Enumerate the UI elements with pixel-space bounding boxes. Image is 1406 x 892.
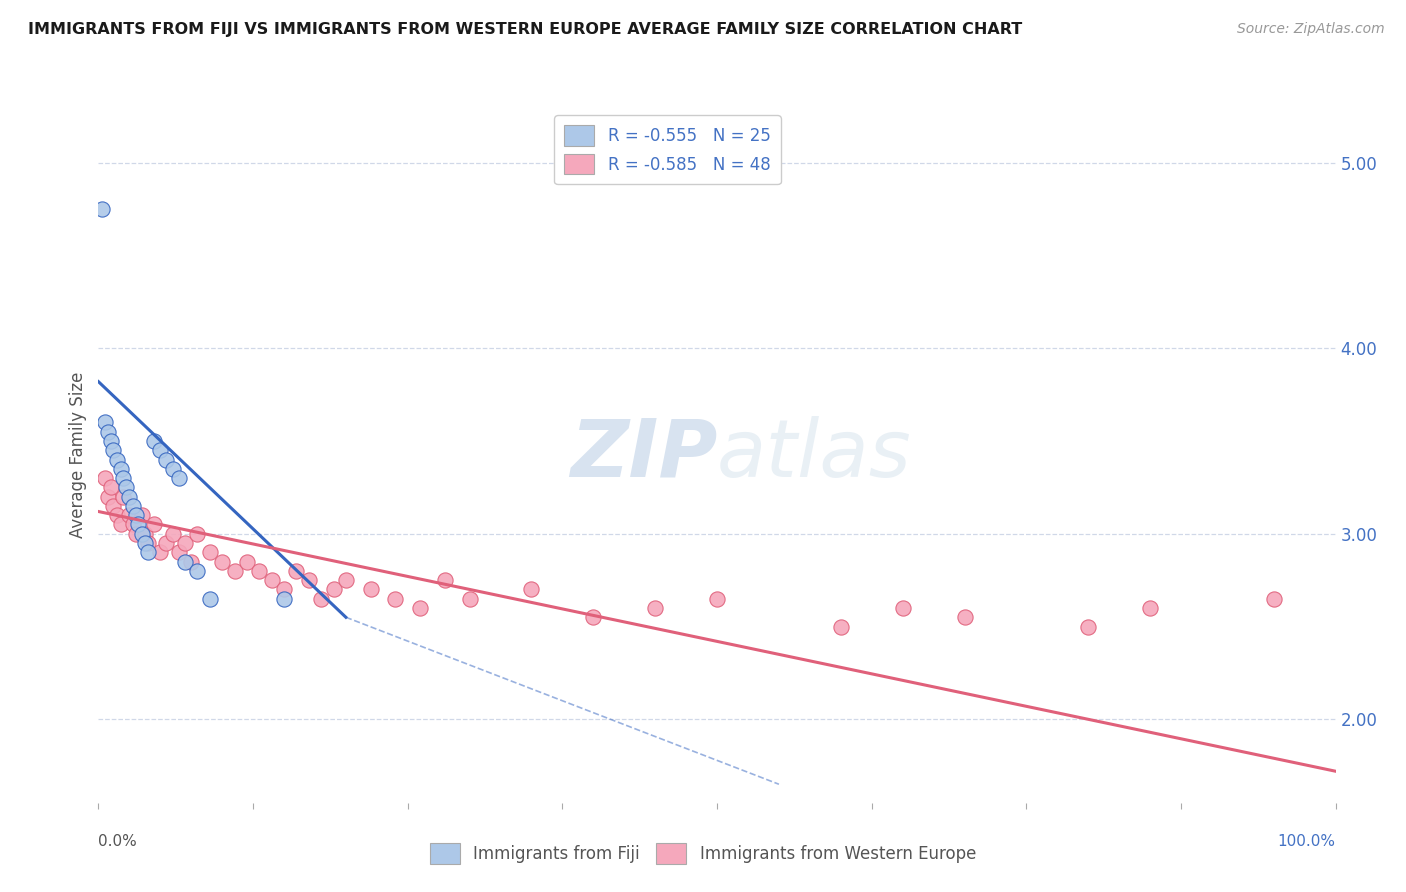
- Point: [105, 508, 128, 523]
- Point: [114, 480, 136, 494]
- Text: atlas: atlas: [717, 416, 912, 494]
- Point: [131, 526, 153, 541]
- Point: [309, 591, 332, 606]
- Y-axis label: Average Family Size: Average Family Size: [69, 372, 87, 538]
- Point: [110, 462, 132, 476]
- Point: [273, 591, 295, 606]
- Point: [91, 202, 114, 216]
- Point: [122, 517, 145, 532]
- Point: [155, 452, 177, 467]
- Point: [706, 591, 728, 606]
- Point: [198, 545, 221, 559]
- Point: [830, 619, 852, 633]
- Point: [273, 582, 295, 597]
- Point: [118, 508, 141, 523]
- Point: [186, 526, 208, 541]
- Text: 100.0%: 100.0%: [1278, 834, 1336, 849]
- Point: [384, 591, 406, 606]
- Point: [122, 499, 145, 513]
- Point: [247, 564, 270, 578]
- Point: [162, 526, 184, 541]
- Point: [174, 555, 197, 569]
- Point: [149, 545, 172, 559]
- Legend: R = -0.555   N = 25, R = -0.585   N = 48: R = -0.555 N = 25, R = -0.585 N = 48: [554, 115, 780, 185]
- Point: [93, 471, 115, 485]
- Point: [224, 564, 246, 578]
- Text: ZIP: ZIP: [569, 416, 717, 494]
- Point: [644, 601, 666, 615]
- Point: [93, 416, 115, 430]
- Point: [100, 480, 122, 494]
- Point: [409, 601, 432, 615]
- Point: [143, 434, 166, 448]
- Point: [582, 610, 605, 624]
- Point: [520, 582, 543, 597]
- Point: [97, 425, 120, 439]
- Point: [136, 536, 159, 550]
- Point: [143, 517, 166, 532]
- Point: [149, 443, 172, 458]
- Point: [211, 555, 233, 569]
- Point: [127, 517, 149, 532]
- Point: [100, 434, 122, 448]
- Point: [260, 573, 283, 587]
- Point: [136, 545, 159, 559]
- Point: [97, 490, 120, 504]
- Point: [186, 564, 208, 578]
- Point: [953, 610, 976, 624]
- Point: [124, 508, 146, 523]
- Point: [112, 471, 135, 485]
- Point: [110, 517, 132, 532]
- Point: [112, 490, 135, 504]
- Point: [134, 536, 156, 550]
- Legend: Immigrants from Fiji, Immigrants from Western Europe: Immigrants from Fiji, Immigrants from We…: [423, 837, 983, 871]
- Point: [458, 591, 481, 606]
- Point: [891, 601, 914, 615]
- Point: [1077, 619, 1099, 633]
- Point: [1139, 601, 1161, 615]
- Point: [174, 536, 197, 550]
- Point: [285, 564, 308, 578]
- Point: [162, 462, 184, 476]
- Point: [167, 471, 190, 485]
- Point: [236, 555, 259, 569]
- Point: [433, 573, 456, 587]
- Text: IMMIGRANTS FROM FIJI VS IMMIGRANTS FROM WESTERN EUROPE AVERAGE FAMILY SIZE CORRE: IMMIGRANTS FROM FIJI VS IMMIGRANTS FROM …: [28, 22, 1022, 37]
- Point: [335, 573, 357, 587]
- Point: [360, 582, 382, 597]
- Point: [1263, 591, 1285, 606]
- Point: [103, 443, 125, 458]
- Point: [134, 526, 156, 541]
- Point: [180, 555, 202, 569]
- Point: [155, 536, 177, 550]
- Point: [105, 452, 128, 467]
- Point: [131, 508, 153, 523]
- Point: [322, 582, 344, 597]
- Point: [118, 490, 141, 504]
- Point: [124, 526, 146, 541]
- Point: [103, 499, 125, 513]
- Text: Source: ZipAtlas.com: Source: ZipAtlas.com: [1237, 22, 1385, 37]
- Text: 0.0%: 0.0%: [98, 834, 138, 849]
- Point: [167, 545, 190, 559]
- Point: [198, 591, 221, 606]
- Point: [298, 573, 321, 587]
